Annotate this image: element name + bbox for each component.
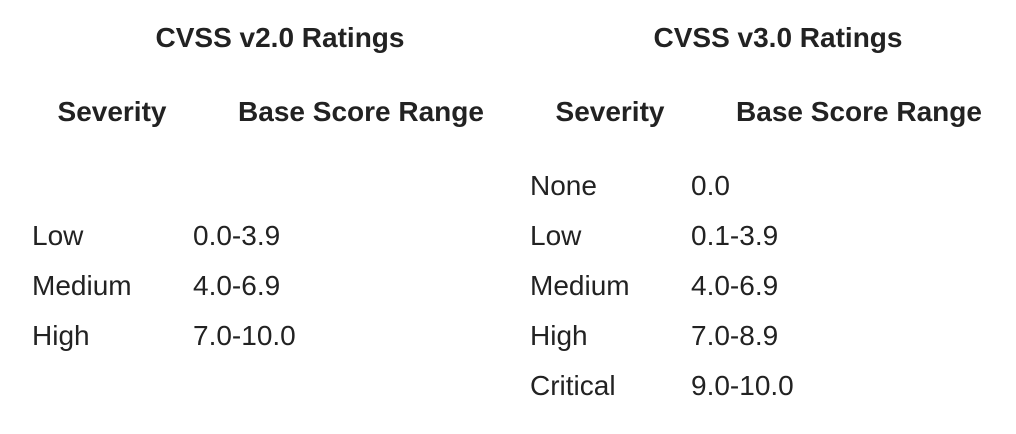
score-range-cell: 9.0-10.0 — [691, 370, 794, 401]
column-header: Severity — [555, 96, 665, 127]
severity-cell: None — [530, 170, 597, 201]
score-range-cell: 7.0-10.0 — [193, 320, 296, 351]
table-title: CVSS v3.0 Ratings — [653, 22, 903, 53]
score-range-cell: 7.0-8.9 — [691, 320, 779, 351]
severity-cell: Low — [530, 220, 582, 251]
score-range-cell: 0.0 — [691, 170, 730, 201]
table-title: CVSS v2.0 Ratings — [155, 22, 405, 53]
severity-cell: Critical — [530, 370, 616, 401]
column-header: Severity — [57, 96, 167, 127]
score-range-cell: 4.0-6.9 — [193, 270, 281, 301]
severity-cell: Low — [32, 220, 84, 251]
severity-cell: High — [530, 320, 588, 351]
severity-cell: Medium — [32, 270, 132, 301]
column-header: Base Score Range — [238, 96, 484, 127]
score-range-cell: 0.1-3.9 — [691, 220, 779, 251]
column-header: Base Score Range — [736, 96, 982, 127]
severity-cell: High — [32, 320, 90, 351]
severity-cell: Medium — [530, 270, 630, 301]
score-range-cell: 0.0-3.9 — [193, 220, 281, 251]
score-range-cell: 4.0-6.9 — [691, 270, 779, 301]
